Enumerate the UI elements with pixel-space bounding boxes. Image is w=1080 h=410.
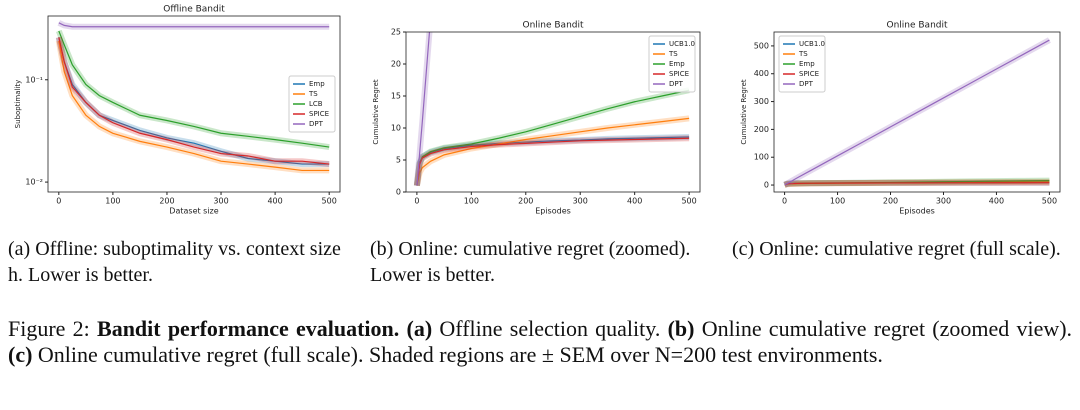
subcaption: (b) Online: cumulative regret (zoomed). … [370, 238, 691, 286]
series-line [58, 37, 330, 165]
y-tick-label: 100 [754, 153, 769, 162]
caption-text: Offline selection quality. [439, 316, 661, 341]
series-line [416, 117, 690, 186]
x-tick-label: 400 [989, 197, 1004, 206]
legend-label: UCB1.0 [669, 40, 695, 48]
legend-box [778, 35, 826, 93]
plot-frame [405, 31, 701, 193]
y-tick-label: 5 [396, 156, 401, 165]
x-tick-label: 500 [322, 197, 337, 206]
y-tick-label: 400 [754, 69, 769, 78]
y-tick-label: 200 [754, 125, 769, 134]
x-tick-label: 300 [213, 197, 228, 206]
y-tick-label: 10⁻² [25, 178, 43, 187]
x-tick-label: 500 [1042, 197, 1057, 206]
chart-title: Online Bandit [886, 21, 947, 31]
x-tick-label: 400 [627, 197, 642, 206]
y-axis-label: Suboptimality [14, 80, 22, 129]
legend-label: SPICE [799, 70, 819, 78]
chart: Online Bandit Episodes Cumulative Regret 0 1… [740, 21, 1061, 216]
subcaption: (c) Online: cumulative regret (full scal… [732, 238, 1061, 260]
x-axis-label: Dataset size [169, 207, 218, 216]
legend-label: TS [668, 50, 678, 58]
y-tick-label: 0 [764, 181, 769, 190]
x-tick-label: 200 [883, 197, 898, 206]
caption-bold: Bandit performance evaluation. [97, 316, 400, 341]
y-tick-label: 300 [754, 97, 769, 106]
subcaption: (a) Offline: suboptimality vs. context s… [8, 238, 341, 286]
chart: Offline Bandit Dataset size Suboptimality 0… [14, 5, 341, 216]
x-tick-label: 100 [830, 197, 845, 206]
x-tick-label: 300 [573, 197, 588, 206]
legend-label: TS [798, 50, 808, 58]
legend-label: SPICE [669, 70, 689, 78]
x-tick-label: 300 [936, 197, 951, 206]
plot-frame [47, 15, 341, 193]
plot-lines [413, 32, 690, 187]
legend-label: DPT [309, 120, 324, 128]
y-tick-label: 15 [391, 92, 401, 101]
legend-label: DPT [669, 80, 684, 88]
legend-label: TS [308, 90, 318, 98]
series-line [58, 22, 330, 28]
legend-label: Emp [669, 60, 685, 68]
x-tick-label: 0 [56, 197, 61, 206]
x-tick-label: 0 [414, 197, 419, 206]
series-line [416, 32, 431, 186]
caption-text: Figure 2: [8, 316, 90, 341]
caption-bold: (b) [667, 316, 695, 341]
y-tick-label: 10 [391, 124, 401, 133]
y-tick-label: 10⁻¹ [25, 75, 43, 84]
plot-lines [55, 20, 330, 174]
x-tick-label: 100 [464, 197, 479, 206]
legend-box [648, 35, 696, 93]
y-tick-label: 0 [396, 188, 401, 197]
caption-bold: (c) [8, 342, 33, 367]
y-tick-label: 25 [391, 28, 401, 37]
legend-box [288, 75, 336, 133]
series-line [416, 137, 690, 186]
series-line [58, 40, 330, 172]
y-tick-label: 20 [391, 60, 401, 69]
x-tick-label: 400 [267, 197, 282, 206]
x-axis-label: Episodes [535, 207, 571, 216]
x-tick-label: 100 [105, 197, 120, 206]
x-tick-label: 200 [159, 197, 174, 206]
legend-label: DPT [799, 80, 814, 88]
caption-text: Online cumulative regret (full scale). S… [37, 342, 883, 367]
series-line [58, 30, 330, 148]
legend-label: UCB1.0 [799, 40, 825, 48]
chart: Online Bandit Episodes Cumulative Regret 0 1… [372, 21, 701, 216]
chart-title: Online Bandit [522, 21, 583, 31]
caption-text: Online cumulative regret (zoomed view). [701, 316, 1073, 341]
plot-lines [783, 37, 1051, 188]
figure-caption: Figure 2: Bandit performance evaluation.… [8, 316, 1072, 368]
y-axis-label: Cumulative Regret [372, 79, 380, 145]
legend-label: Emp [799, 60, 815, 68]
x-axis-label: Episodes [899, 207, 935, 216]
series-line [784, 39, 1050, 186]
chart-title: Offline Bandit [163, 5, 225, 15]
series-band [413, 135, 690, 186]
y-axis-label: Cumulative Regret [740, 79, 748, 145]
legend-label: Emp [309, 80, 325, 88]
series-line [416, 89, 690, 186]
x-tick-label: 0 [782, 197, 787, 206]
x-tick-label: 200 [518, 197, 533, 206]
legend-label: LCB [309, 100, 323, 108]
y-tick-label: 500 [754, 41, 769, 50]
x-tick-label: 500 [681, 197, 696, 206]
series-line [784, 182, 1050, 186]
caption-bold: (a) [406, 316, 433, 341]
legend-label: SPICE [309, 110, 329, 118]
plot-frame [773, 31, 1061, 193]
